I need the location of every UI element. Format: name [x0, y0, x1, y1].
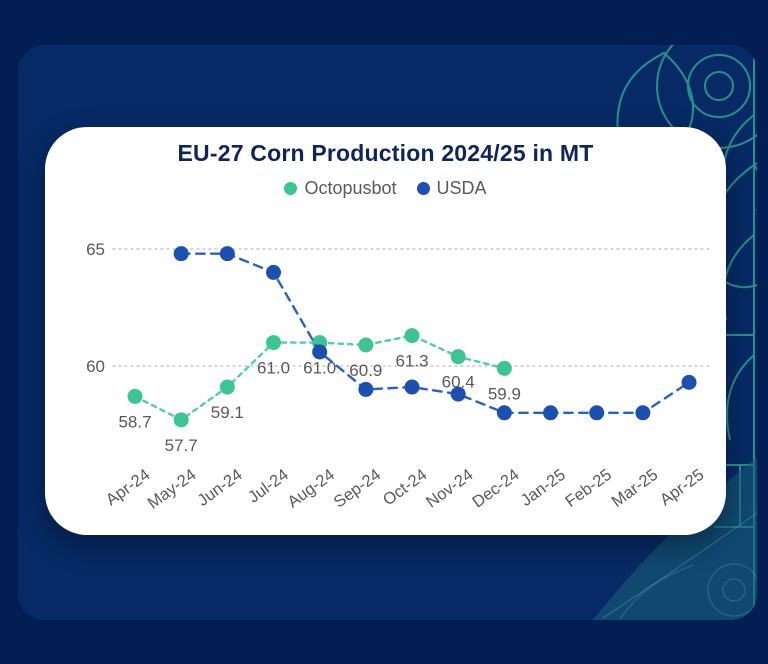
data-point-marker — [589, 405, 605, 421]
x-axis-label: Aug-24 — [284, 466, 338, 512]
legend-item-octopusbot: Octopusbot — [284, 178, 397, 199]
data-point-marker — [404, 328, 420, 344]
data-point-marker — [219, 379, 235, 395]
data-point-marker — [173, 412, 189, 428]
chart-title: EU-27 Corn Production 2024/25 in MT — [177, 140, 594, 166]
legend-label: USDA — [436, 178, 487, 198]
y-tick-label: 60 — [86, 357, 105, 376]
x-axis-label: Nov-24 — [423, 466, 477, 512]
x-axis-label: Apr-24 — [103, 466, 154, 510]
data-point-marker — [312, 344, 328, 360]
y-tick-label: 65 — [86, 240, 105, 259]
data-point-marker — [635, 405, 651, 421]
data-point-marker — [496, 405, 512, 421]
data-point-label: 60.4 — [442, 373, 475, 392]
data-point-marker — [173, 246, 189, 262]
data-point-label: 59.9 — [488, 384, 521, 403]
legend-label: Octopusbot — [304, 178, 397, 198]
data-point-label: 60.9 — [349, 361, 382, 380]
x-axis-label: Sep-24 — [331, 466, 385, 512]
data-point-marker — [219, 246, 235, 262]
usda-series-dot-icon — [416, 182, 430, 195]
octopusbot-series-dot-icon — [284, 182, 298, 195]
legend-item-usda: USDA — [416, 178, 487, 199]
x-axis-label: Feb-25 — [562, 466, 615, 511]
data-point-marker — [404, 379, 420, 395]
data-point-marker — [266, 264, 282, 280]
x-axis-label: May-24 — [144, 466, 199, 513]
data-point-marker — [681, 374, 697, 390]
background-panel: EU-27 Corn Production 2024/25 in MT Octo… — [18, 45, 757, 620]
x-axis-label: Dec-24 — [469, 466, 523, 512]
x-axis-label: Oct-24 — [380, 466, 431, 510]
data-point-label: 59.1 — [211, 403, 244, 422]
chart-card: EU-27 Corn Production 2024/25 in MT Octo… — [45, 127, 726, 535]
x-axis-label: Jul-24 — [245, 466, 292, 507]
series-line-usda — [179, 252, 691, 414]
x-axis-label: Jan-25 — [517, 466, 568, 510]
x-axis-label: Jun-24 — [194, 466, 245, 510]
data-point-label: 61.3 — [395, 352, 428, 371]
data-point-label: 58.7 — [118, 412, 151, 431]
data-point-marker — [450, 386, 466, 402]
data-point-marker — [358, 337, 374, 353]
data-point-marker — [450, 349, 466, 365]
x-axis-label: Mar-25 — [608, 466, 661, 511]
data-point-label: 57.7 — [165, 436, 198, 455]
data-point-marker — [127, 388, 143, 404]
data-point-marker — [266, 335, 282, 351]
data-point-marker — [358, 381, 374, 397]
data-point-label: 61.0 — [303, 359, 336, 378]
data-point-label: 61.0 — [257, 359, 290, 378]
data-point-marker — [543, 405, 559, 421]
chart-legend: Octopusbot USDA — [45, 178, 726, 199]
data-point-marker — [496, 360, 512, 376]
x-axis-label: Apr-25 — [657, 466, 708, 510]
